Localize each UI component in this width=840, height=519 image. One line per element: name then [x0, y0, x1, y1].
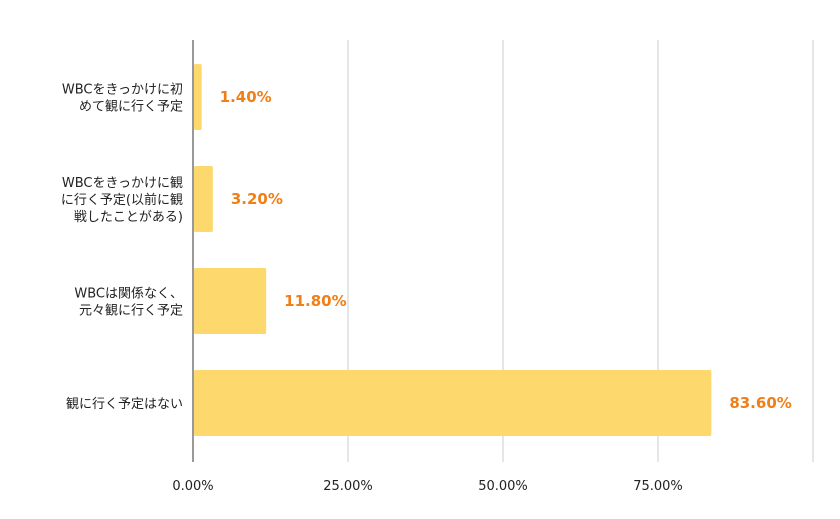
category-label-3-line-0: 観に行く予定はない: [66, 397, 183, 412]
x-tick-label-0: 0.00%: [172, 479, 213, 494]
bar-1: [194, 166, 213, 232]
x-tick-labels: 0.00% 25.00% 50.00% 75.00%: [172, 479, 682, 494]
x-tick-label-3: 75.00%: [633, 479, 683, 494]
category-label-1-line-1: に行く予定(以前に観: [61, 192, 183, 208]
bar-0: [194, 64, 202, 130]
category-label-2-line-0: WBCは関係なく、: [74, 287, 183, 302]
bar-2: [194, 268, 267, 334]
category-label-1: WBCをきっかけに観に行く予定(以前に観戦したことがある): [61, 176, 183, 225]
bars: [194, 64, 712, 436]
category-label-2-line-1: 元々観に行く予定: [79, 304, 183, 319]
category-label-0-line-1: めて観に行く予定: [79, 100, 183, 115]
category-label-3: 観に行く予定はない: [66, 397, 183, 412]
bar-3: [194, 370, 712, 436]
data-label-0: 1.40%: [220, 88, 272, 106]
data-label-1: 3.20%: [231, 190, 283, 208]
category-label-1-line-0: WBCをきっかけに観: [62, 176, 183, 191]
x-tick-label-2: 50.00%: [478, 479, 528, 494]
x-tick-label-1: 25.00%: [323, 479, 373, 494]
data-labels: 1.40% 3.20% 11.80% 83.60%: [220, 88, 792, 412]
category-labels: WBCをきっかけに初めて観に行く予定 WBCをきっかけに観に行く予定(以前に観戦し…: [61, 83, 183, 413]
category-label-0-line-0: WBCをきっかけに初: [62, 83, 183, 98]
category-label-1-line-2: 戦したことがある): [74, 210, 183, 225]
category-label-0: WBCをきっかけに初めて観に行く予定: [62, 83, 183, 115]
data-label-2: 11.80%: [284, 292, 346, 310]
category-label-2: WBCは関係なく、元々観に行く予定: [74, 287, 183, 319]
data-label-3: 83.60%: [729, 394, 791, 412]
